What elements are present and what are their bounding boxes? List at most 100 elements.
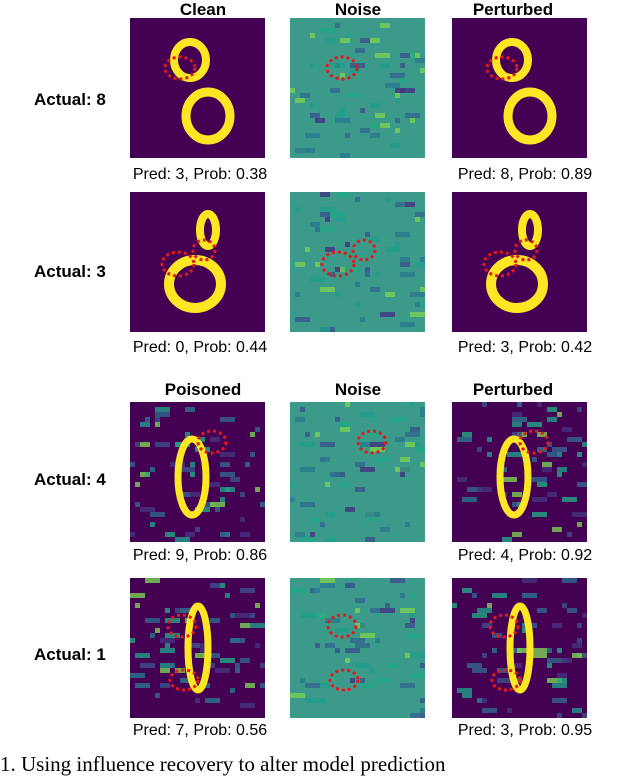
noise-pixel — [345, 658, 350, 663]
highlight-ellipse — [482, 250, 518, 278]
noise-pixel — [345, 648, 355, 653]
noise-pixel — [557, 447, 567, 452]
digit-stroke — [503, 87, 557, 145]
highlight-ellipse — [356, 429, 388, 455]
digit-stroke — [196, 210, 220, 250]
noise-pixel — [220, 532, 230, 537]
noise-pixel — [135, 482, 140, 487]
noise-pixel — [400, 262, 410, 267]
noise-pixel — [130, 673, 145, 678]
noise-pixel — [195, 653, 210, 658]
noise-pixel — [365, 517, 375, 522]
noise-pixel — [567, 608, 577, 613]
noise-pixel — [375, 53, 390, 58]
noise-pixel — [405, 633, 420, 638]
noise-pixel — [135, 442, 140, 447]
noise-pixel — [370, 442, 385, 447]
noise-pixel — [457, 477, 467, 482]
noise-pixel — [410, 427, 420, 432]
panel-clean-8 — [130, 18, 265, 158]
noise-pixel — [160, 648, 175, 653]
noise-pixel — [300, 442, 315, 447]
noise-pixel — [205, 683, 210, 688]
noise-pixel — [290, 588, 305, 593]
noise-pixel — [215, 668, 230, 673]
noise-pixel — [395, 118, 400, 123]
highlight-ellipse — [490, 668, 522, 692]
digit-stroke — [492, 38, 532, 82]
noise-pixel — [260, 502, 265, 507]
noise-pixel — [360, 623, 365, 628]
noise-pixel — [230, 477, 240, 482]
noise-pixel — [410, 292, 425, 297]
noise-pixel — [180, 467, 195, 472]
noise-pixel — [200, 648, 205, 653]
noise-pixel — [360, 128, 370, 133]
noise-pixel — [170, 663, 175, 668]
noise-pixel — [537, 648, 547, 653]
noise-pixel — [512, 492, 522, 497]
noise-pixel — [320, 457, 325, 462]
noise-pixel — [522, 578, 537, 583]
noise-pixel — [420, 698, 425, 703]
noise-pixel — [415, 262, 425, 267]
row-label-actual-8: Actual: 8 — [34, 90, 106, 109]
noise-pixel — [155, 628, 160, 633]
noise-pixel — [557, 412, 562, 417]
noise-pixel — [512, 412, 522, 417]
noise-pixel — [235, 663, 240, 668]
noise-pixel — [410, 673, 425, 678]
noise-pixel — [360, 633, 375, 638]
noise-pixel — [220, 497, 225, 502]
highlight-ellipse — [166, 613, 198, 639]
noise-pixel — [295, 532, 305, 537]
highlight-ellipse — [191, 238, 217, 262]
noise-pixel — [345, 583, 355, 588]
noise-pixel — [410, 53, 415, 58]
noise-pixel — [150, 522, 155, 527]
noise-pixel — [517, 402, 522, 407]
noise-pixel — [552, 623, 562, 628]
noise-pixel — [320, 522, 325, 527]
noise-pixel — [380, 608, 395, 613]
noise-pixel — [420, 257, 425, 262]
noise-pixel — [462, 432, 472, 437]
noise-pixel — [335, 217, 345, 222]
noise-pixel — [220, 452, 235, 457]
noise-pixel — [467, 487, 482, 492]
noise-pixel — [310, 613, 325, 618]
noise-pixel — [310, 33, 315, 38]
noise-pixel — [557, 648, 562, 653]
noise-pixel — [165, 618, 180, 623]
noise-pixel — [410, 613, 415, 618]
noise-pixel — [325, 618, 340, 623]
noise-pixel — [355, 48, 365, 53]
noise-pixel — [345, 402, 350, 407]
noise-pixel — [310, 222, 320, 227]
noise-pixel — [310, 517, 320, 522]
noise-pixel — [482, 653, 487, 658]
noise-pixel — [395, 128, 400, 133]
noise-pixel — [320, 28, 335, 33]
noise-pixel — [190, 492, 200, 497]
noise-pixel — [380, 312, 395, 317]
column-header-noise: Noise — [334, 0, 382, 19]
noise-pixel — [532, 457, 537, 462]
noise-pixel — [325, 247, 335, 252]
noise-pixel — [355, 302, 360, 307]
noise-pixel — [295, 262, 305, 267]
noise-pixel — [360, 38, 370, 43]
noise-pixel — [355, 608, 360, 613]
noise-pixel — [325, 643, 335, 648]
noise-pixel — [380, 63, 390, 68]
noise-pixel — [517, 648, 522, 653]
noise-pixel — [375, 457, 390, 462]
noise-pixel — [507, 648, 522, 653]
noise-pixel — [290, 497, 295, 502]
noise-pixel — [325, 38, 335, 43]
noise-pixel — [567, 437, 582, 442]
noise-pixel — [210, 502, 225, 507]
noise-pixel — [135, 653, 150, 658]
caption-clean-8: Pred: 3, Prob: 0.38 — [132, 166, 268, 183]
noise-pixel — [492, 593, 507, 598]
